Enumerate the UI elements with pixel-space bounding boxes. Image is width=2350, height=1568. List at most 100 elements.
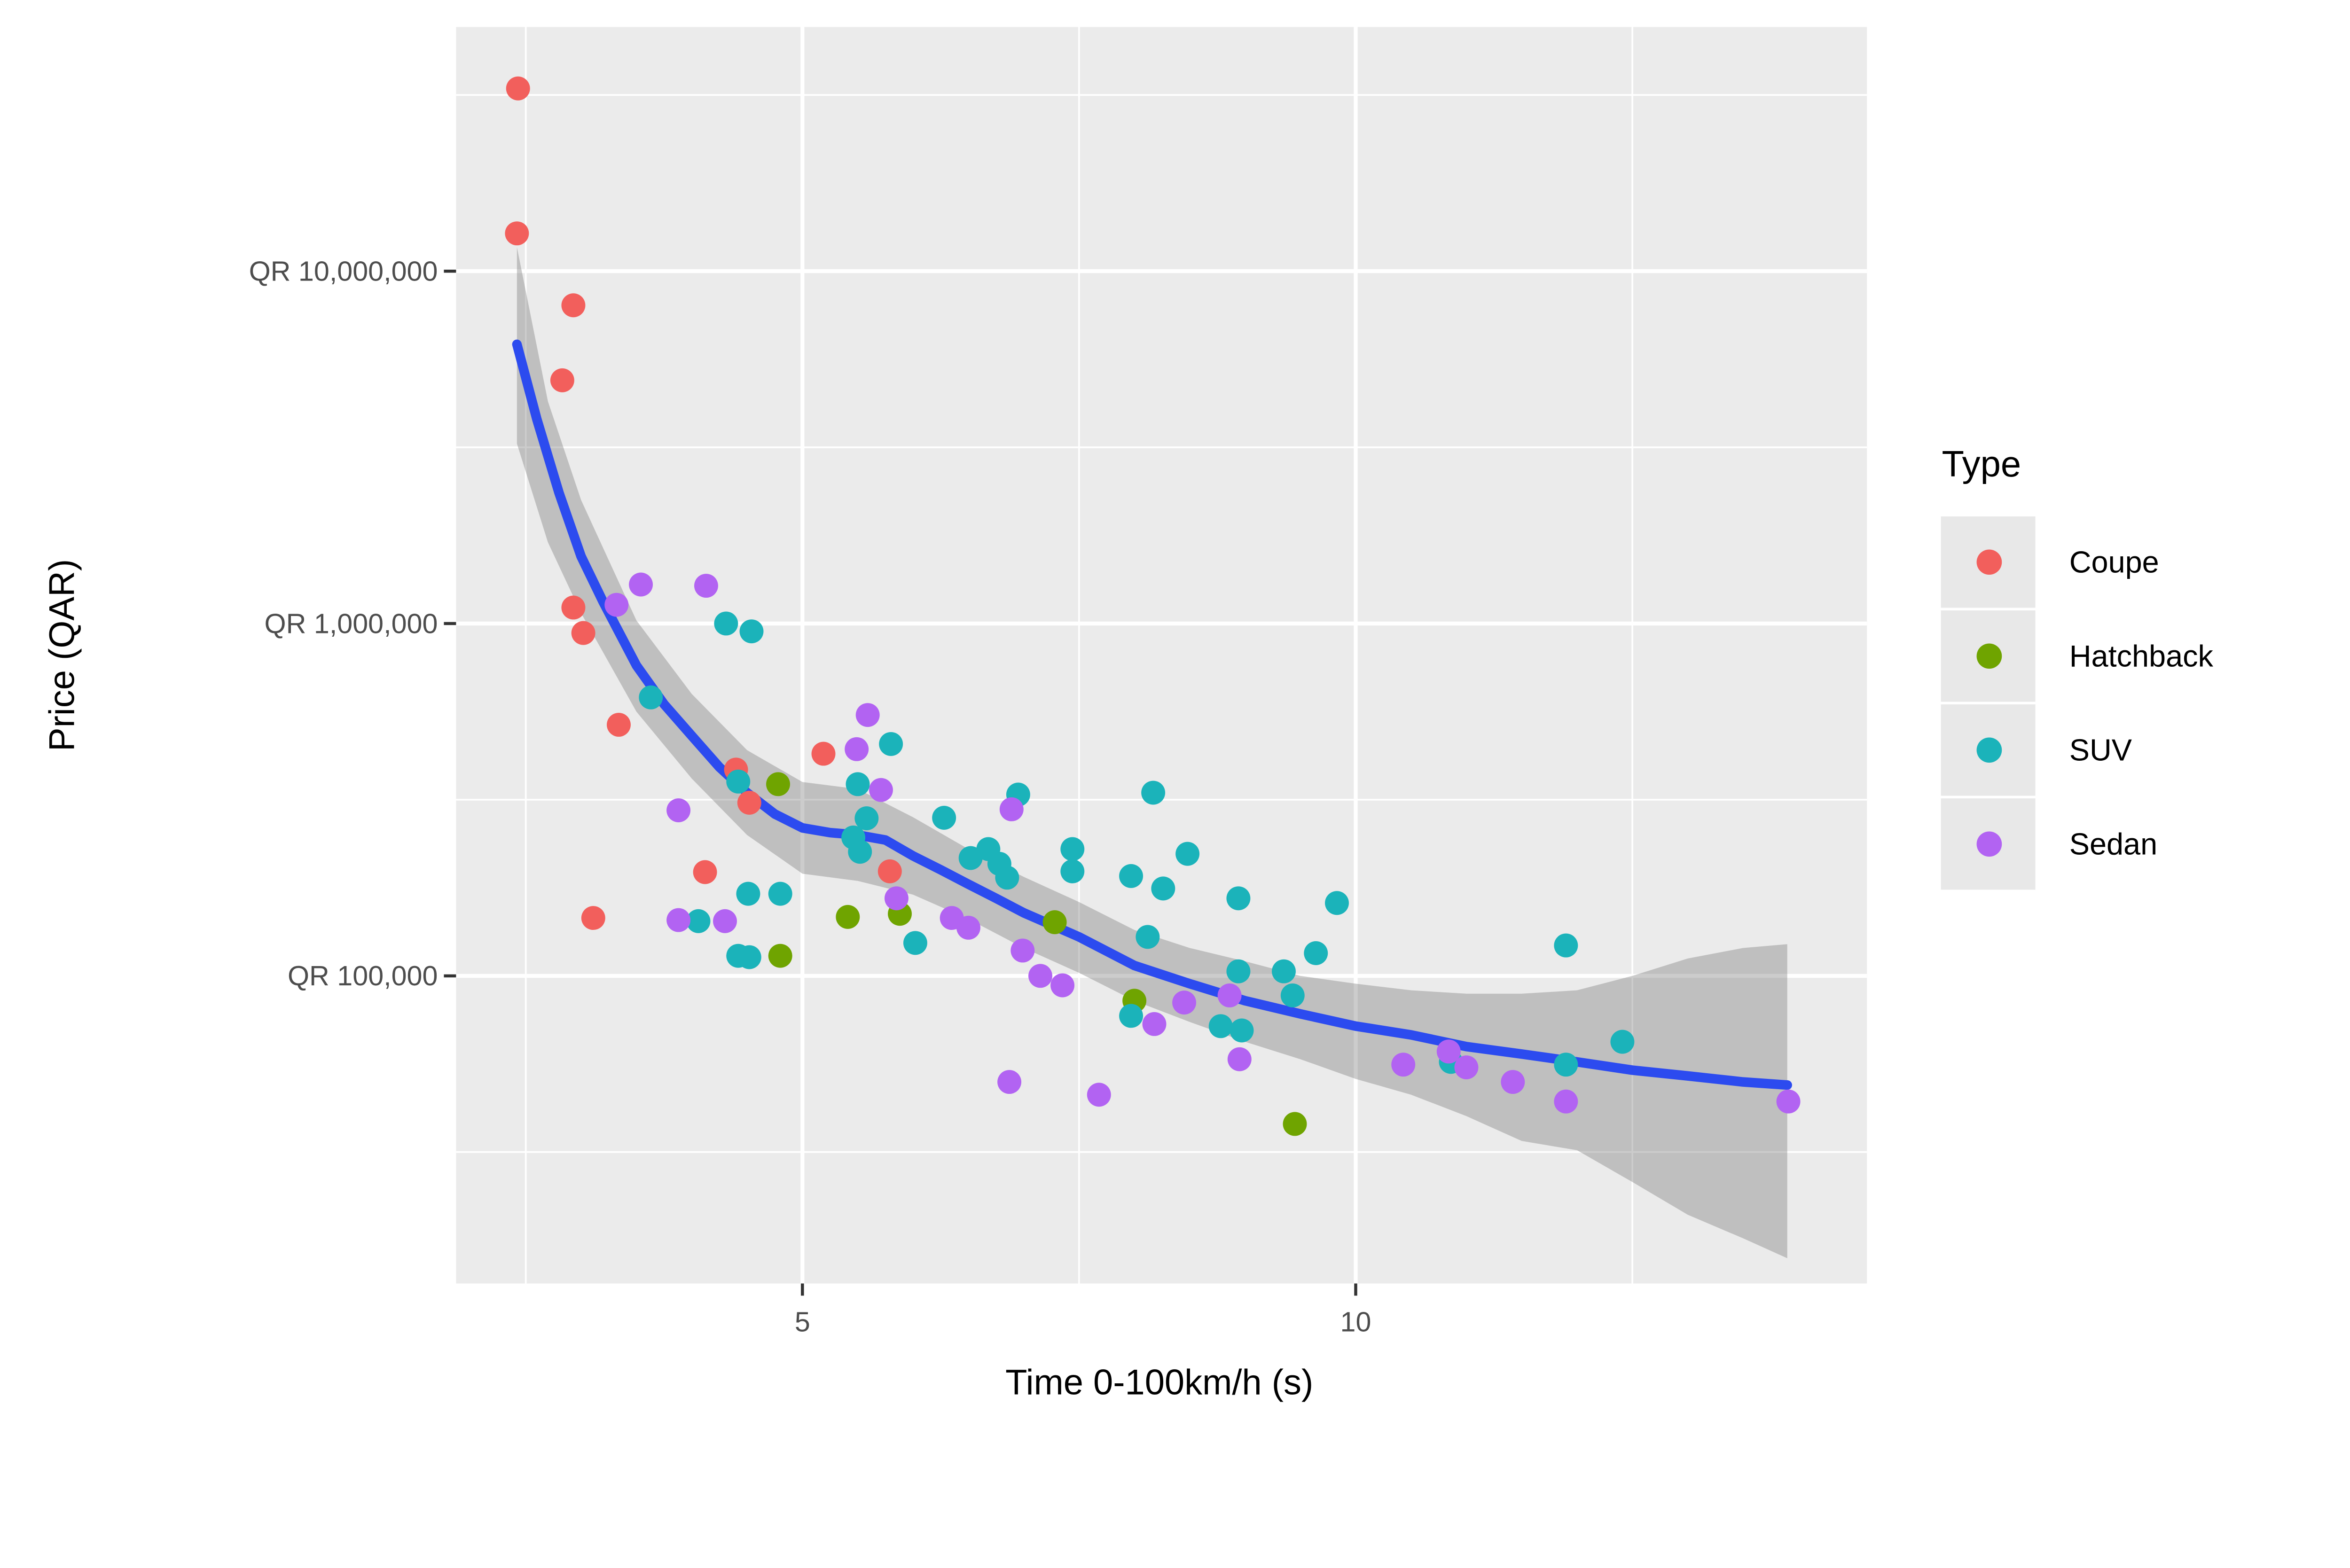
data-point-suv [848, 840, 872, 864]
data-point-sedan [1391, 1053, 1416, 1077]
data-point-suv [854, 806, 879, 830]
data-point-sedan [884, 886, 909, 911]
data-point-sedan [845, 737, 869, 761]
data-point-sedan [1436, 1039, 1461, 1064]
legend-entry-coupe: Coupe [1941, 516, 2159, 608]
data-point-sedan [1142, 1012, 1167, 1036]
data-point-suv [1136, 925, 1160, 949]
data-point-suv [714, 611, 738, 636]
legend-label: Sedan [2069, 827, 2157, 861]
data-point-suv [1060, 859, 1085, 883]
data-point-suv [1119, 864, 1144, 888]
data-point-suv [1610, 1030, 1635, 1054]
data-point-coupe [811, 741, 836, 766]
data-point-coupe [505, 221, 529, 246]
data-point-sedan [1172, 991, 1197, 1015]
series-sedan [604, 572, 1801, 1114]
data-point-suv [639, 685, 663, 710]
y-tick-label: QR 100,000 [288, 960, 438, 991]
data-point-suv [1226, 959, 1251, 983]
data-point-suv [1554, 1053, 1578, 1077]
data-point-sedan [666, 798, 691, 822]
data-point-coupe [506, 76, 530, 101]
chart-svg: QR 10,000,000 QR 1,000,000 QR 100,000 5 10 Ti… [42, 27, 2214, 1403]
data-point-hatchback [836, 905, 860, 929]
data-point-hatchback [1042, 910, 1067, 935]
series-coupe [505, 76, 902, 930]
data-point-sedan [1028, 964, 1052, 988]
data-point-suv [1175, 842, 1200, 866]
data-point-sedan [1454, 1055, 1479, 1079]
data-point-sedan [604, 593, 629, 617]
data-point-suv [1304, 941, 1328, 965]
data-point-sedan [1227, 1047, 1252, 1071]
data-point-coupe [693, 860, 717, 884]
data-point-suv [1271, 959, 1296, 983]
y-tick-label: QR 10,000,000 [249, 255, 438, 287]
loess-confidence-band [517, 247, 1787, 1258]
data-point-suv [932, 805, 956, 830]
data-point-hatchback [768, 944, 792, 968]
data-point-hatchback [1283, 1112, 1307, 1136]
data-point-suv [1280, 983, 1305, 1007]
data-point-sedan [1554, 1089, 1578, 1114]
y-axis-title: Price (QAR) [42, 559, 82, 751]
data-point-sedan [1776, 1089, 1801, 1114]
legend-label: Hatchback [2069, 639, 2214, 673]
data-point-sedan [956, 915, 980, 940]
data-point-suv [1230, 1018, 1254, 1043]
y-tick-label: QR 1,000,000 [265, 608, 438, 639]
data-point-sedan [666, 908, 691, 932]
data-point-sedan [713, 909, 737, 933]
data-point-suv [1141, 780, 1166, 805]
data-point-suv [737, 945, 761, 969]
x-tick-label: 10 [1340, 1306, 1371, 1337]
data-point-coupe [607, 712, 631, 737]
legend: Type Coupe Hatchback SUV Sedan [1941, 444, 2214, 890]
data-point-sedan [869, 778, 893, 802]
data-point-sedan [1501, 1070, 1525, 1094]
legend-swatch-sedan [1976, 831, 2002, 857]
axes: QR 10,000,000 QR 1,000,000 QR 100,000 5 10 [249, 255, 1371, 1337]
legend-label: SUV [2069, 733, 2132, 767]
data-point-suv [1325, 891, 1349, 915]
data-point-suv [726, 769, 751, 794]
data-point-suv [958, 846, 983, 870]
data-point-sedan [694, 574, 718, 598]
data-point-coupe [561, 293, 586, 318]
data-point-sedan [629, 572, 653, 597]
data-point-sedan [997, 1070, 1022, 1094]
data-point-suv [879, 732, 903, 756]
legend-title: Type [1942, 444, 2021, 484]
data-point-coupe [561, 595, 586, 620]
data-point-suv [846, 772, 870, 796]
data-point-sedan [1010, 938, 1035, 963]
data-point-sedan [1050, 973, 1075, 998]
legend-entry-hatchback: Hatchback [1941, 610, 2214, 702]
scatter-points [505, 76, 1801, 1136]
data-point-hatchback [766, 772, 790, 796]
data-point-suv [995, 866, 1019, 890]
data-point-suv [1208, 1014, 1233, 1038]
data-point-suv [1554, 933, 1578, 958]
legend-entry-sedan: Sedan [1941, 798, 2157, 890]
data-point-coupe [877, 859, 902, 883]
data-point-coupe [737, 790, 761, 815]
legend-swatch-suv [1976, 737, 2002, 763]
data-point-sedan [999, 797, 1024, 821]
data-point-coupe [581, 906, 605, 930]
x-axis-title: Time 0-100km/h (s) [1005, 1363, 1313, 1403]
legend-label: Coupe [2069, 545, 2159, 579]
data-point-suv [768, 882, 792, 906]
data-point-suv [1151, 876, 1175, 901]
data-point-sedan [855, 703, 880, 727]
data-point-suv [1060, 837, 1085, 861]
legend-swatch-coupe [1976, 549, 2002, 575]
price-vs-acceleration-chart: QR 10,000,000 QR 1,000,000 QR 100,000 5 10 Ti… [42, 27, 2214, 1403]
legend-entry-suv: SUV [1941, 704, 2132, 796]
x-tick-label: 5 [795, 1306, 810, 1337]
data-point-sedan [1217, 983, 1242, 1007]
data-point-suv [739, 619, 764, 644]
data-point-suv [736, 882, 760, 906]
legend-swatch-hatchback [1976, 643, 2002, 669]
